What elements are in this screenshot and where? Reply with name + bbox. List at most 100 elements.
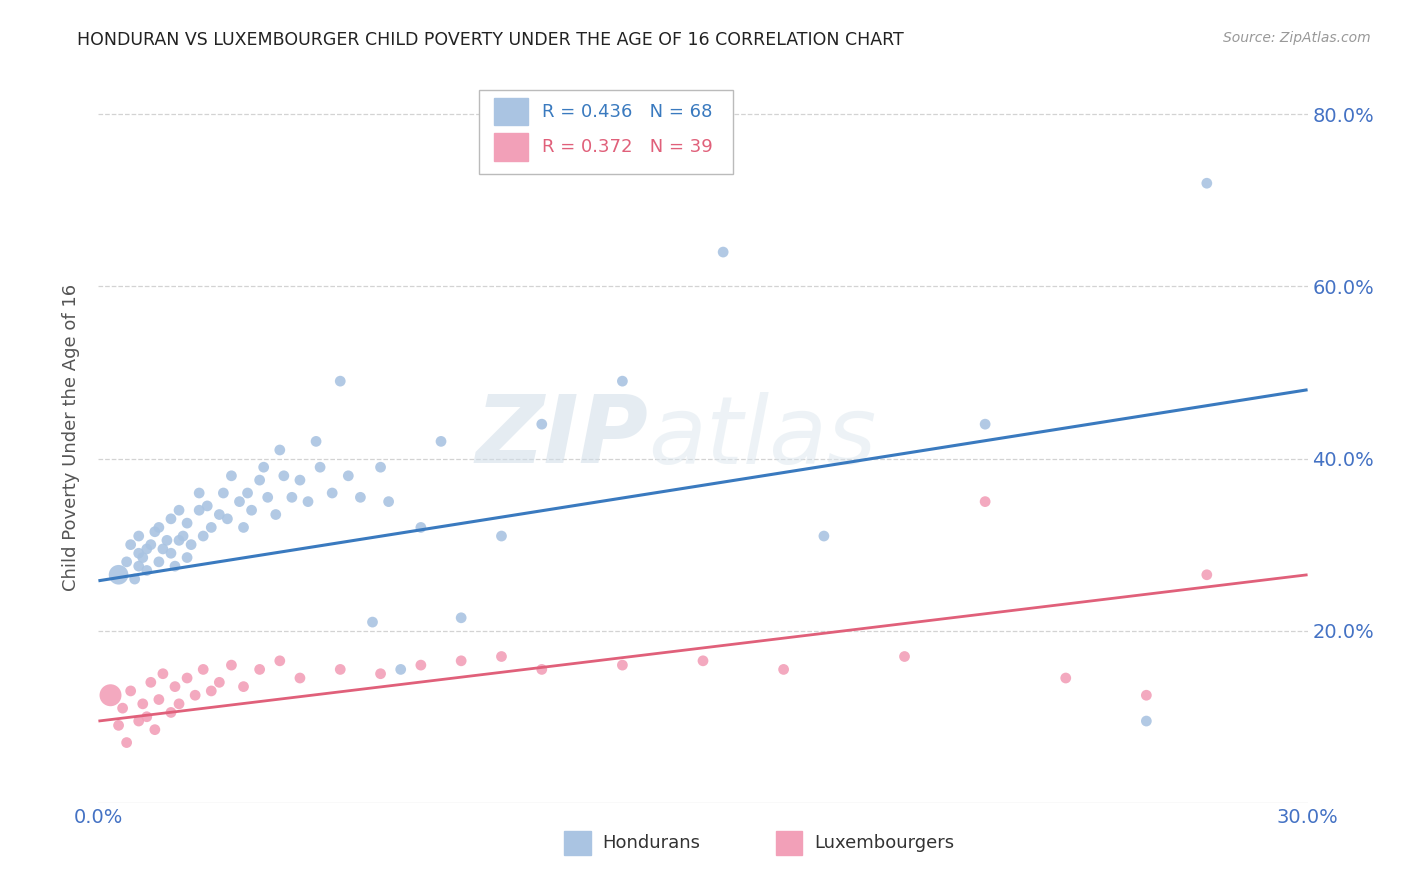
Point: [329, 662, 352, 676]
Point: [288, 473, 311, 487]
Point: [370, 666, 392, 681]
Point: [370, 460, 392, 475]
Point: [281, 491, 304, 505]
Point: [160, 546, 183, 560]
Point: [180, 538, 202, 552]
Point: [167, 697, 190, 711]
Text: atlas: atlas: [648, 392, 877, 483]
Point: [152, 666, 174, 681]
Point: [152, 541, 174, 556]
Point: [148, 555, 170, 569]
Text: R = 0.436   N = 68: R = 0.436 N = 68: [543, 103, 713, 120]
Point: [329, 374, 352, 388]
Point: [132, 550, 155, 565]
Point: [430, 434, 453, 449]
Point: [163, 559, 186, 574]
Bar: [564, 831, 591, 855]
Point: [377, 494, 399, 508]
Point: [160, 706, 183, 720]
Point: [148, 692, 170, 706]
Point: [188, 486, 211, 500]
Point: [139, 675, 162, 690]
Point: [409, 658, 432, 673]
Point: [236, 486, 259, 500]
Text: Source: ZipAtlas.com: Source: ZipAtlas.com: [1223, 31, 1371, 45]
Point: [450, 611, 472, 625]
Point: [200, 520, 222, 534]
Point: [491, 649, 513, 664]
Point: [711, 245, 734, 260]
Point: [193, 662, 215, 676]
Point: [1135, 714, 1157, 728]
Point: [269, 654, 291, 668]
Point: [1054, 671, 1077, 685]
Point: [208, 675, 231, 690]
Point: [232, 680, 254, 694]
Text: R = 0.372   N = 39: R = 0.372 N = 39: [543, 137, 713, 156]
Point: [143, 723, 166, 737]
Y-axis label: Child Poverty Under the Age of 16: Child Poverty Under the Age of 16: [62, 284, 80, 591]
Point: [156, 533, 179, 548]
Point: [132, 697, 155, 711]
Text: Hondurans: Hondurans: [603, 834, 700, 852]
Point: [139, 538, 162, 552]
Point: [115, 555, 138, 569]
Point: [124, 572, 146, 586]
Point: [450, 654, 472, 668]
Point: [172, 529, 194, 543]
Point: [530, 662, 553, 676]
Point: [107, 718, 129, 732]
Point: [135, 710, 157, 724]
Point: [148, 520, 170, 534]
Point: [111, 701, 134, 715]
Point: [772, 662, 794, 676]
Point: [692, 654, 714, 668]
Point: [256, 491, 278, 505]
Point: [120, 684, 142, 698]
Point: [264, 508, 287, 522]
Point: [253, 460, 276, 475]
Point: [115, 735, 138, 749]
Point: [309, 460, 332, 475]
Point: [409, 520, 432, 534]
Point: [232, 520, 254, 534]
Point: [491, 529, 513, 543]
Text: HONDURAN VS LUXEMBOURGER CHILD POVERTY UNDER THE AGE OF 16 CORRELATION CHART: HONDURAN VS LUXEMBOURGER CHILD POVERTY U…: [77, 31, 904, 49]
Point: [273, 468, 295, 483]
Point: [128, 546, 150, 560]
Point: [1195, 567, 1218, 582]
Point: [135, 564, 157, 578]
Point: [612, 658, 634, 673]
Point: [249, 662, 271, 676]
Point: [193, 529, 215, 543]
Point: [389, 662, 412, 676]
Point: [221, 468, 243, 483]
Point: [217, 512, 239, 526]
Point: [163, 680, 186, 694]
Point: [143, 524, 166, 539]
Point: [200, 684, 222, 698]
Point: [612, 374, 634, 388]
Point: [120, 538, 142, 552]
Point: [321, 486, 343, 500]
Text: Luxembourgers: Luxembourgers: [814, 834, 955, 852]
Point: [208, 508, 231, 522]
Point: [167, 533, 190, 548]
Point: [240, 503, 263, 517]
Point: [160, 512, 183, 526]
Point: [100, 688, 122, 702]
Point: [195, 499, 218, 513]
Point: [893, 649, 915, 664]
Point: [1195, 176, 1218, 190]
Point: [305, 434, 328, 449]
Point: [167, 503, 190, 517]
Point: [974, 494, 997, 508]
Point: [221, 658, 243, 673]
Point: [128, 529, 150, 543]
Point: [188, 503, 211, 517]
Bar: [494, 133, 527, 161]
Text: ZIP: ZIP: [475, 391, 648, 483]
Point: [349, 491, 371, 505]
Point: [337, 468, 360, 483]
Point: [176, 516, 198, 530]
